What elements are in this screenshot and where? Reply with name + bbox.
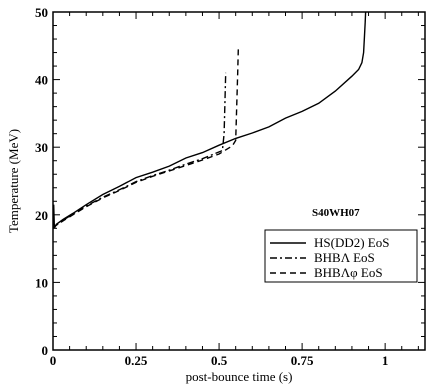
x-tick-label: 0.5 [211,353,228,368]
legend-label-bhb-lambda-phi: BHBΛφ EoS [314,265,383,280]
series-line-2 [53,49,239,229]
y-tick-label: 20 [35,208,48,223]
legend-label-bhb-lambda: BHBΛ EoS [314,250,375,265]
x-tick-label: 1 [382,353,389,368]
x-axis-label: post-bounce time (s) [186,369,293,384]
y-axis-label: Temperature (MeV) [6,129,21,233]
legend-label-hs-dd2: HS(DD2) EoS [314,235,389,250]
x-tick-label: 0.75 [291,353,314,368]
series-line-0 [53,12,367,229]
series-line-1 [53,72,227,229]
x-tick-label: 0 [50,353,57,368]
x-tick-label: 0.25 [125,353,148,368]
plot-lines [53,12,367,229]
legend: HS(DD2) EoS BHBΛ EoS BHBΛφ EoS [264,229,418,283]
y-tick-label: 0 [42,343,49,358]
plot-frame [52,11,426,351]
y-tick-label: 10 [35,275,48,290]
model-annotation: S40WH07 [312,207,360,219]
y-tick-label: 50 [35,5,48,20]
axis-ticks [52,11,425,351]
y-tick-label: 30 [35,140,48,155]
y-tick-label: 40 [35,73,48,88]
